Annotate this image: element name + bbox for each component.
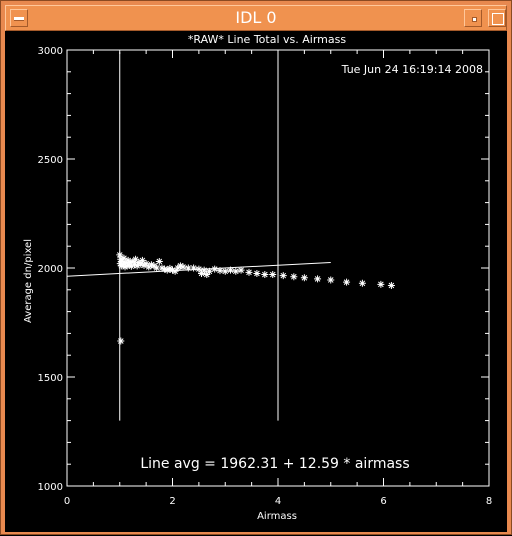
- data-point: [116, 251, 124, 259]
- data-point: [269, 271, 277, 279]
- data-point: [133, 262, 141, 270]
- data-point: [198, 269, 206, 277]
- data-point: [166, 264, 174, 272]
- data-point: [343, 278, 351, 286]
- data-point: [200, 266, 208, 274]
- data-point: [290, 273, 298, 281]
- data-point: [184, 264, 192, 272]
- window-title: IDL 0: [235, 8, 277, 27]
- data-point: [179, 263, 187, 271]
- x-tick-label: 4: [275, 496, 281, 507]
- plot-area: 0 2 4 6 8 1000 1500 2000 2500 3000 *RAW* Line Tot…: [5, 31, 507, 532]
- x-tick-label: 8: [486, 496, 492, 507]
- menu-bar-icon: [14, 17, 24, 21]
- y-tick-label: 2000: [38, 264, 63, 275]
- y-tick-label: 1000: [38, 482, 63, 493]
- data-point: [195, 265, 203, 273]
- data-point: [221, 267, 229, 275]
- data-point: [124, 256, 132, 264]
- data-point: [300, 274, 308, 282]
- y-axis-label: Average dn/pixel: [23, 239, 34, 323]
- data-point: [120, 254, 128, 262]
- data-point: [127, 262, 135, 270]
- airmass-chart: 0 2 4 6 8 1000 1500 2000 2500 3000 *RAW* Line Tot…: [23, 33, 492, 522]
- data-point: [158, 264, 166, 272]
- data-point: [155, 257, 163, 265]
- data-point: [358, 279, 366, 287]
- x-axis-label: Airmass: [257, 511, 297, 522]
- data-point: [227, 266, 235, 274]
- data-point: [387, 281, 395, 289]
- data-point: [216, 267, 224, 275]
- data-point: [171, 267, 179, 275]
- maximize-button[interactable]: [488, 9, 506, 27]
- data-point: [377, 280, 385, 288]
- data-points: [116, 251, 395, 345]
- data-point: [237, 266, 245, 274]
- minimize-icon: [472, 17, 477, 22]
- y-tick-label: 3000: [38, 46, 63, 57]
- data-point: [142, 260, 150, 268]
- maximize-icon: [492, 13, 504, 25]
- data-point: [147, 261, 155, 269]
- data-point: [132, 255, 140, 263]
- airmass-limit-lines: [119, 52, 279, 421]
- data-point: [161, 265, 169, 273]
- data-point: [118, 257, 126, 265]
- data-point: [327, 276, 335, 284]
- window-menu-button[interactable]: [10, 9, 28, 27]
- data-point: [153, 264, 161, 272]
- data-point: [205, 267, 213, 275]
- data-point: [190, 264, 198, 272]
- fit-equation-label: Line avg = 1962.31 + 12.59 * airmass: [140, 456, 409, 472]
- data-point: [314, 275, 322, 283]
- data-point: [261, 271, 269, 279]
- data-point: [137, 260, 145, 268]
- data-point: [131, 261, 139, 269]
- data-point: [169, 266, 176, 274]
- data-point: [245, 268, 253, 276]
- data-point: [121, 263, 129, 271]
- minimize-button[interactable]: [464, 9, 482, 27]
- data-point: [126, 259, 134, 267]
- x-tick-label: 0: [64, 496, 70, 507]
- data-point: [138, 256, 146, 264]
- data-point: [163, 266, 171, 274]
- title-bar[interactable]: IDL 0: [5, 5, 507, 31]
- data-point: [211, 265, 219, 273]
- data-point: [279, 272, 287, 280]
- y-tick-label: 2500: [38, 155, 63, 166]
- data-point: [117, 255, 125, 263]
- chart-labels: *RAW* Line Total vs. Airmass Tue Jun 24 …: [23, 33, 483, 522]
- data-point: [176, 262, 184, 270]
- data-point: [125, 261, 133, 269]
- x-tick-label: 6: [380, 496, 386, 507]
- chart-title: *RAW* Line Total vs. Airmass: [188, 33, 346, 46]
- data-point: [117, 337, 125, 345]
- y-tick-label: 1500: [38, 373, 63, 384]
- chart-timestamp: Tue Jun 24 16:19:14 2008: [341, 63, 483, 76]
- x-tick-label: 2: [169, 496, 175, 507]
- data-point: [203, 271, 211, 279]
- data-point: [253, 269, 261, 277]
- data-point: [232, 267, 240, 275]
